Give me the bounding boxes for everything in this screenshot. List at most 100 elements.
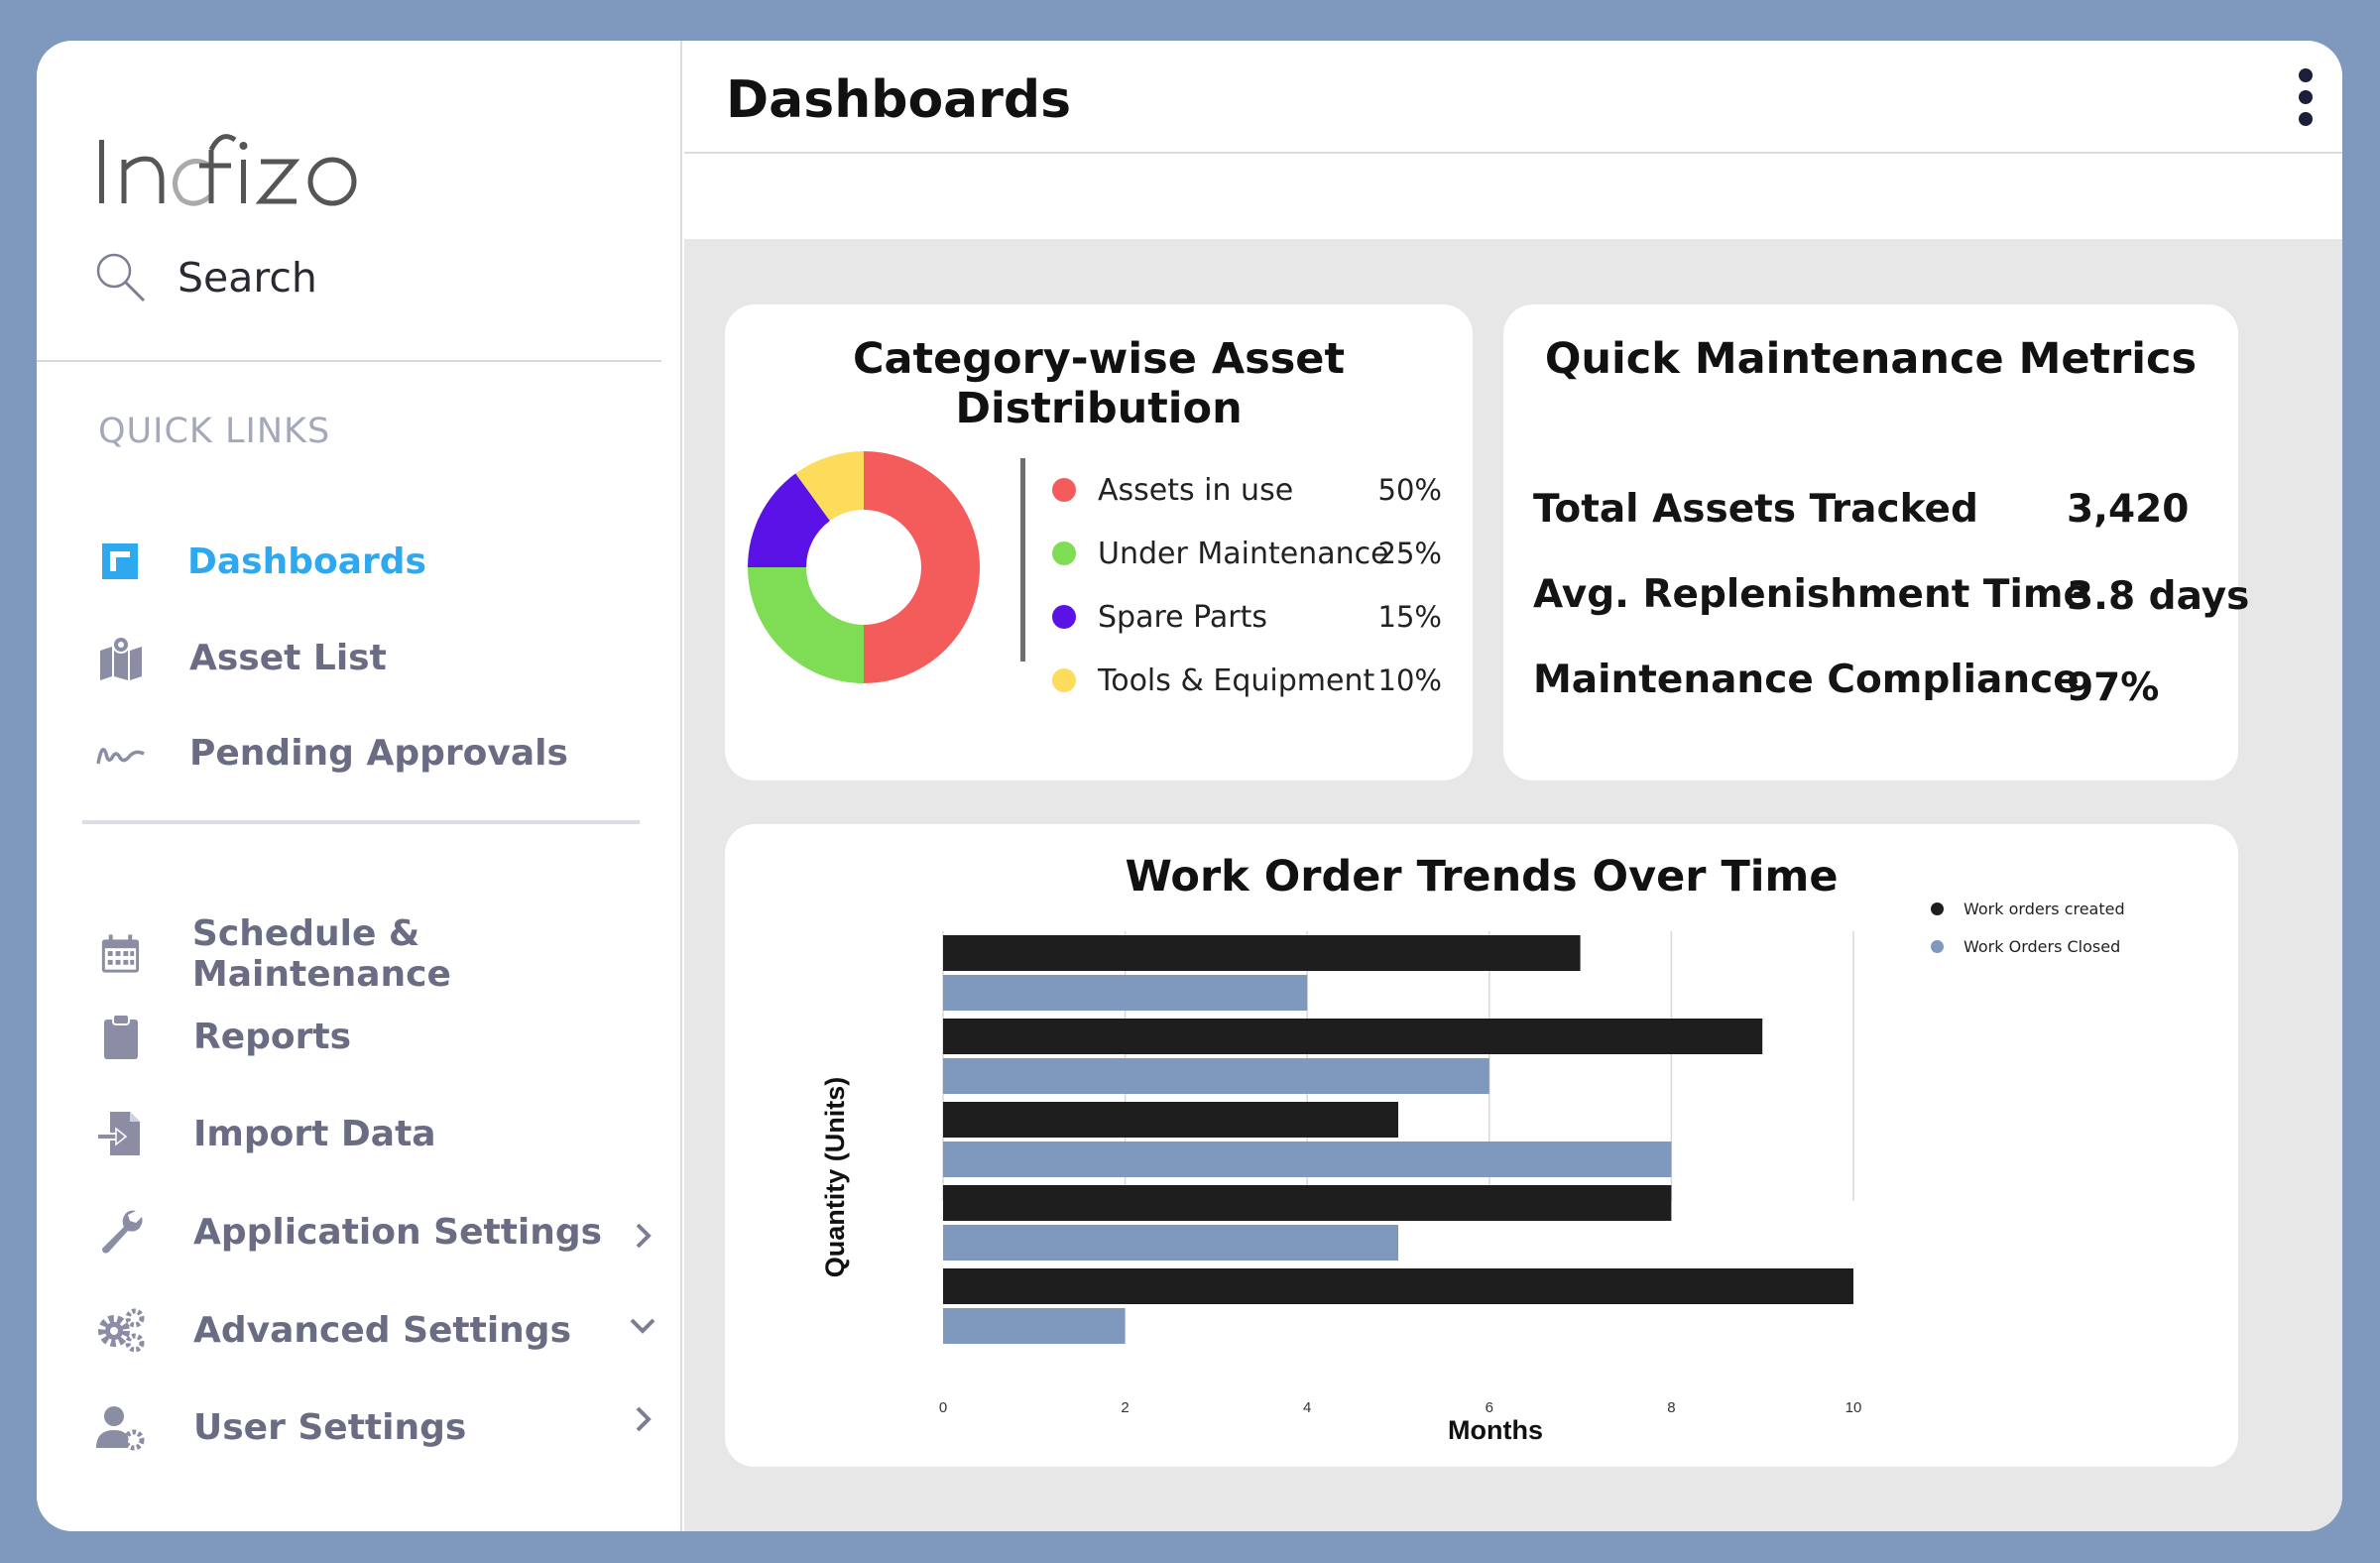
bar-closed-4: [943, 1225, 1398, 1261]
asset-distribution-card: Category-wise Asset Distribution Assets …: [725, 304, 1473, 781]
legend-label: Under Maintenance: [1098, 536, 1389, 571]
sidebar: Search QUICK LINKS Dashboards Asset List: [37, 41, 682, 1531]
nav-item-label: User Settings: [193, 1406, 467, 1448]
nav-item-label: Import Data: [193, 1113, 436, 1154]
nav-item-dashboards[interactable]: Dashboards: [96, 537, 426, 586]
nav-item-pending-approvals[interactable]: Pending Approvals: [96, 728, 568, 778]
metric-label: Maintenance Compliance: [1533, 658, 2080, 702]
bar-closed-3: [943, 1142, 1672, 1177]
nav-item-label: Pending Approvals: [189, 732, 568, 774]
x-tick-label: 8: [1667, 1399, 1675, 1416]
maintenance-metrics-card: Quick Maintenance Metrics Total Assets T…: [1503, 304, 2249, 781]
donut-slice-under-maintenance: [748, 567, 864, 683]
x-tick-label: 4: [1303, 1399, 1311, 1416]
nav-item-label: Reports: [193, 1016, 352, 1057]
work-order-trends-card: Work Order Trends Over Time Work orders …: [725, 824, 2238, 1467]
nav-item-user-settings[interactable]: User Settings: [96, 1402, 466, 1452]
calendar-icon: [101, 934, 140, 973]
chart-title: Work Order Trends Over Time: [1125, 852, 1839, 902]
chevron-right-icon[interactable]: [628, 1404, 657, 1434]
bar-closed-1: [943, 975, 1308, 1011]
nav-item-label: Asset List: [189, 637, 387, 678]
brand-logo: [99, 134, 357, 206]
chart-legend-item: Work Orders Closed: [1931, 937, 2120, 956]
legend-item: Tools & Equipment 10%: [1052, 661, 1442, 700]
asset-donut-chart: [748, 451, 980, 683]
legend-divider: [1020, 458, 1025, 661]
legend-item: Under Maintenance 25%: [1052, 534, 1442, 573]
legend-item: Spare Parts 15%: [1052, 597, 1442, 637]
chart-legend-item: Work orders created: [1931, 900, 2125, 918]
card-title: Quick Maintenance Metrics: [1544, 334, 2198, 384]
legend-value: 15%: [1377, 600, 1442, 634]
metric-value: 3,420: [2067, 487, 2190, 532]
app-window: Search QUICK LINKS Dashboards Asset List: [37, 41, 2342, 1531]
chevron-down-icon[interactable]: [628, 1310, 657, 1340]
chevron-right-icon[interactable]: [628, 1221, 657, 1251]
x-tick-label: 10: [1845, 1399, 1862, 1416]
map-icon: [100, 636, 142, 680]
donut-slice-spare-parts: [748, 473, 830, 567]
card-title: Category-wise Asset Distribution: [852, 334, 1346, 433]
clipboard-icon: [104, 1014, 138, 1059]
legend-label: Spare Parts: [1098, 599, 1267, 635]
bar-created-4: [943, 1185, 1672, 1221]
page-title: Dashboards: [726, 70, 1072, 130]
quick-links-heading: QUICK LINKS: [98, 412, 331, 451]
legend-label: Work orders created: [1964, 900, 2125, 918]
metric-value: 3.8 days: [2067, 574, 2250, 619]
legend-label: Tools & Equipment: [1098, 662, 1375, 698]
gears-icon: [98, 1308, 145, 1353]
more-options-icon[interactable]: [2296, 68, 2316, 132]
nav-item-label: Dashboards: [187, 541, 426, 582]
legend-label: Work Orders Closed: [1964, 937, 2121, 956]
legend-value: 25%: [1377, 537, 1442, 570]
nav-item-asset-list[interactable]: Asset List: [96, 633, 387, 682]
legend-swatch: [1052, 478, 1076, 502]
search-input[interactable]: Search: [178, 254, 317, 301]
search-icon: [96, 253, 146, 302]
legend-value: 50%: [1377, 473, 1442, 507]
sub-header: [684, 156, 2342, 239]
nav-item-import-data[interactable]: Import Data: [96, 1109, 436, 1158]
asset-legend: Assets in use 50% Under Maintenance 25% …: [1052, 458, 1442, 698]
legend-value: 10%: [1377, 663, 1442, 697]
legend-swatch: [1052, 605, 1076, 629]
divider: [82, 820, 640, 824]
metric-label: Total Assets Tracked: [1533, 487, 1978, 532]
nav-item-label: Schedule & Maintenance: [191, 913, 451, 995]
work-order-bar-chart: 0 2 4 6 8 10 Months Quantity (Units): [820, 931, 1862, 1445]
bar-created-1: [943, 935, 1581, 971]
import-file-icon: [98, 1112, 140, 1155]
dashboard-content: Category-wise Asset Distribution Assets …: [684, 239, 2342, 1531]
search-bar[interactable]: Search: [94, 251, 317, 304]
x-tick-label: 0: [939, 1399, 947, 1416]
bar-closed-5: [943, 1308, 1126, 1344]
legend-swatch: [1052, 541, 1076, 565]
nav-item-label: Application Settings: [193, 1211, 603, 1253]
nav-item-application-settings[interactable]: Application Settings: [96, 1207, 602, 1257]
x-tick-label: 6: [1486, 1399, 1493, 1416]
x-tick-label: 2: [1121, 1399, 1129, 1416]
bar-created-5: [943, 1268, 1853, 1304]
bar-closed-2: [943, 1058, 1489, 1094]
nav-item-reports[interactable]: Reports: [96, 1012, 351, 1061]
bar-created-2: [943, 1019, 1763, 1054]
donut-slice-assets-in-use: [864, 451, 980, 683]
x-axis-label: Months: [1448, 1415, 1543, 1445]
wrench-icon: [102, 1210, 143, 1254]
legend-swatch: [1052, 668, 1076, 692]
legend-swatch: [1931, 902, 1944, 915]
nav-item-label: Advanced Settings: [193, 1309, 572, 1351]
metric-value: 97%: [2067, 665, 2160, 710]
donut-slice-tools-equipment: [795, 451, 864, 522]
nav-item-schedule-maintenance[interactable]: Schedule & Maintenance: [96, 913, 680, 995]
legend-item: Assets in use 50%: [1052, 470, 1442, 510]
metric-label: Avg. Replenishment Time: [1533, 572, 2089, 617]
user-gear-icon: [96, 1406, 145, 1451]
bar-created-3: [943, 1102, 1398, 1138]
nav-item-advanced-settings[interactable]: Advanced Settings: [96, 1305, 571, 1355]
y-axis-label: Quantity (Units): [820, 1077, 850, 1278]
legend-label: Assets in use: [1098, 472, 1294, 508]
divider: [37, 360, 661, 362]
